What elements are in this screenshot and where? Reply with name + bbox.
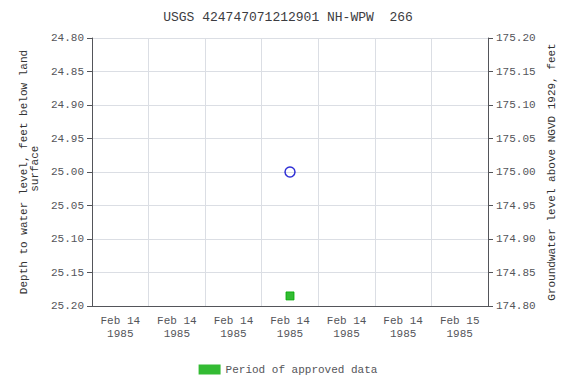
svg-text:175.10: 175.10 xyxy=(496,99,536,111)
svg-text:1985: 1985 xyxy=(220,328,246,340)
svg-text:Feb 14: Feb 14 xyxy=(327,315,367,327)
svg-text:24.80: 24.80 xyxy=(51,32,84,44)
svg-text:25.15: 25.15 xyxy=(51,267,84,279)
svg-text:1985: 1985 xyxy=(277,328,303,340)
svg-text:175.00: 175.00 xyxy=(496,166,536,178)
svg-text:Depth to water level, feet bel: Depth to water level, feet below land xyxy=(17,49,30,295)
svg-text:24.85: 24.85 xyxy=(51,66,84,78)
svg-text:175.15: 175.15 xyxy=(496,66,536,78)
svg-text:Feb 14: Feb 14 xyxy=(214,315,254,327)
svg-text:1985: 1985 xyxy=(107,328,133,340)
svg-text:174.80: 174.80 xyxy=(496,300,536,312)
svg-text:Groundwater level above NGVD 1: Groundwater level above NGVD 1929, feet xyxy=(546,43,558,300)
svg-text:25.00: 25.00 xyxy=(51,166,84,178)
svg-text:24.90: 24.90 xyxy=(51,99,84,111)
svg-text:Period of approved data: Period of approved data xyxy=(226,364,378,376)
svg-text:24.95: 24.95 xyxy=(51,133,84,145)
svg-text:25.05: 25.05 xyxy=(51,200,84,212)
svg-text:25.20: 25.20 xyxy=(51,300,84,312)
svg-text:Feb 14: Feb 14 xyxy=(383,315,423,327)
svg-text:1985: 1985 xyxy=(164,328,190,340)
svg-text:1985: 1985 xyxy=(390,328,416,340)
svg-text:174.85: 174.85 xyxy=(496,267,536,279)
svg-text:25.10: 25.10 xyxy=(51,233,84,245)
svg-text:174.90: 174.90 xyxy=(496,233,536,245)
svg-text:175.20: 175.20 xyxy=(496,32,536,44)
svg-text:174.95: 174.95 xyxy=(496,200,536,212)
svg-text:surface: surface xyxy=(29,146,41,199)
svg-text:1985: 1985 xyxy=(447,328,473,340)
svg-text:Feb 14: Feb 14 xyxy=(157,315,197,327)
svg-text:Feb 15: Feb 15 xyxy=(440,315,480,327)
svg-text:Feb 14: Feb 14 xyxy=(100,315,140,327)
svg-text:USGS 424747071212901 NH-WPW 2: USGS 424747071212901 NH-WPW 266 xyxy=(163,10,413,25)
svg-text:175.05: 175.05 xyxy=(496,133,536,145)
svg-text:1985: 1985 xyxy=(333,328,359,340)
svg-text:Feb 14: Feb 14 xyxy=(270,315,310,327)
